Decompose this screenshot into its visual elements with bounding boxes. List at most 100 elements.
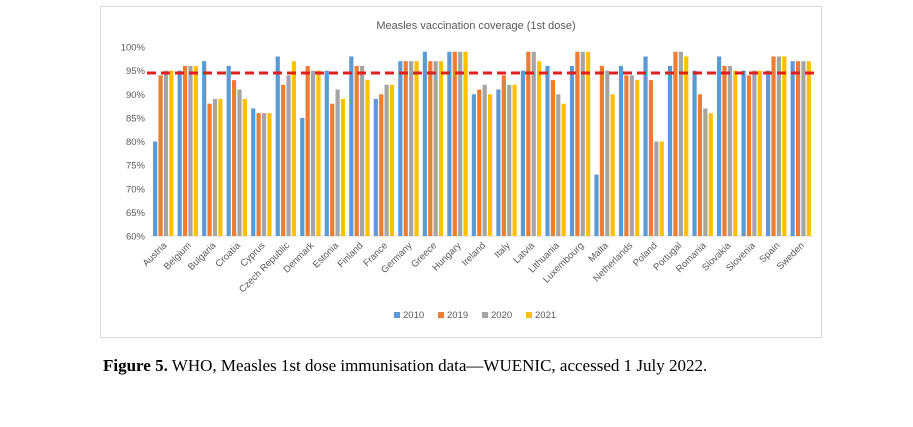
legend-label: 2021 bbox=[535, 310, 556, 321]
y-tick-label: 80% bbox=[126, 137, 146, 148]
bar-2020 bbox=[384, 84, 389, 236]
bar-2021 bbox=[242, 98, 248, 236]
bar-2021 bbox=[193, 65, 198, 237]
bar-2010 bbox=[594, 174, 599, 236]
bar-2021 bbox=[389, 84, 395, 236]
x-tick-label: Finland bbox=[336, 240, 366, 270]
bar-2019 bbox=[624, 75, 629, 236]
bar-2020 bbox=[727, 65, 732, 237]
chart-frame: Measles vaccination coverage (1st dose) 6… bbox=[100, 6, 822, 338]
bar-2010 bbox=[741, 70, 746, 237]
bar-2019 bbox=[550, 80, 555, 236]
bar-2020 bbox=[212, 98, 218, 236]
bar-2010 bbox=[177, 70, 182, 237]
bar-2010 bbox=[202, 61, 207, 236]
bar-2010 bbox=[422, 51, 427, 236]
y-tick-label: 90% bbox=[126, 90, 146, 101]
bar-2021 bbox=[488, 94, 493, 236]
y-tick-label: 100% bbox=[121, 43, 146, 54]
bar-2010 bbox=[447, 51, 452, 236]
bar-2021 bbox=[635, 80, 640, 236]
bar-2010 bbox=[324, 70, 329, 237]
bar-2021 bbox=[561, 103, 566, 236]
bar-2019 bbox=[501, 75, 506, 236]
bar-2010 bbox=[667, 65, 673, 237]
x-tick-label: Sweden bbox=[775, 240, 807, 272]
bar-2010 bbox=[349, 56, 354, 237]
bar-2010 bbox=[545, 65, 550, 237]
legend-label: 2019 bbox=[447, 310, 468, 321]
bar-2019 bbox=[428, 61, 433, 236]
bar-2010 bbox=[766, 70, 771, 237]
bar-2019 bbox=[403, 61, 408, 236]
x-tick-label: Italy bbox=[493, 240, 513, 260]
bar-2019 bbox=[305, 65, 310, 237]
x-tick-label: Estonia bbox=[311, 240, 342, 271]
bar-2021 bbox=[684, 56, 689, 237]
bar-2021 bbox=[267, 113, 272, 236]
bar-2021 bbox=[586, 51, 591, 236]
bar-2020 bbox=[482, 84, 487, 236]
bar-2020 bbox=[286, 75, 291, 236]
chart-svg: Measles vaccination coverage (1st dose) 6… bbox=[121, 20, 817, 321]
bar-2019 bbox=[697, 94, 703, 236]
bar-2021 bbox=[316, 70, 321, 237]
bar-2021 bbox=[218, 98, 223, 236]
bar-2020 bbox=[409, 61, 414, 236]
bar-2019 bbox=[599, 65, 604, 237]
bar-2021 bbox=[414, 61, 419, 236]
bar-2020 bbox=[310, 70, 316, 237]
bar-2021 bbox=[438, 61, 444, 236]
y-tick-label: 60% bbox=[126, 232, 146, 243]
bar-2020 bbox=[580, 51, 585, 236]
bar-2019 bbox=[354, 65, 359, 237]
bar-2021 bbox=[365, 80, 370, 236]
bar-2010 bbox=[790, 61, 795, 236]
bar-2020 bbox=[678, 51, 683, 236]
bar-2020 bbox=[752, 70, 757, 237]
bar-2010 bbox=[569, 65, 575, 237]
bar-2020 bbox=[556, 94, 561, 236]
bar-2019 bbox=[281, 84, 286, 236]
caption-text: WHO, Measles 1st dose immunisation data—… bbox=[167, 356, 708, 375]
bar-2020 bbox=[703, 108, 708, 236]
bar-2020 bbox=[335, 89, 340, 236]
bar-2020 bbox=[261, 113, 267, 236]
bar-2019 bbox=[673, 51, 678, 236]
bar-2010 bbox=[300, 117, 305, 237]
bar-2019 bbox=[771, 56, 776, 237]
bar-2010 bbox=[618, 65, 624, 237]
legend-swatch-2020 bbox=[482, 312, 488, 318]
bar-2010 bbox=[496, 89, 501, 236]
bar-2021 bbox=[291, 61, 297, 236]
bar-2019 bbox=[648, 80, 654, 236]
x-tick-label: Bulgaria bbox=[186, 240, 219, 273]
bar-2019 bbox=[722, 65, 727, 237]
bar-2021 bbox=[659, 141, 664, 236]
bar-2021 bbox=[757, 70, 762, 237]
bar-2010 bbox=[275, 56, 280, 237]
legend-swatch-2010 bbox=[394, 312, 400, 318]
bar-2021 bbox=[463, 51, 468, 236]
bar-2010 bbox=[643, 56, 648, 237]
bar-2020 bbox=[629, 75, 634, 236]
y-tick-label: 95% bbox=[126, 66, 146, 77]
bar-2010 bbox=[692, 70, 697, 237]
bar-2019 bbox=[477, 89, 482, 236]
bar-2020 bbox=[776, 56, 782, 237]
bar-2020 bbox=[188, 65, 193, 237]
bar-2019 bbox=[232, 80, 237, 236]
bar-2021 bbox=[806, 61, 811, 236]
bar-2021 bbox=[782, 56, 787, 237]
bar-2021 bbox=[512, 84, 517, 236]
bar-2019 bbox=[207, 103, 212, 236]
bar-2021 bbox=[708, 113, 713, 236]
bar-2020 bbox=[654, 141, 659, 236]
legend-swatch-2021 bbox=[526, 312, 532, 318]
bar-2019 bbox=[746, 75, 752, 236]
bar-2010 bbox=[153, 141, 158, 236]
bar-2019 bbox=[526, 51, 531, 236]
y-tick-label: 70% bbox=[126, 184, 146, 195]
bar-2019 bbox=[575, 51, 580, 236]
bar-2021 bbox=[733, 70, 738, 237]
